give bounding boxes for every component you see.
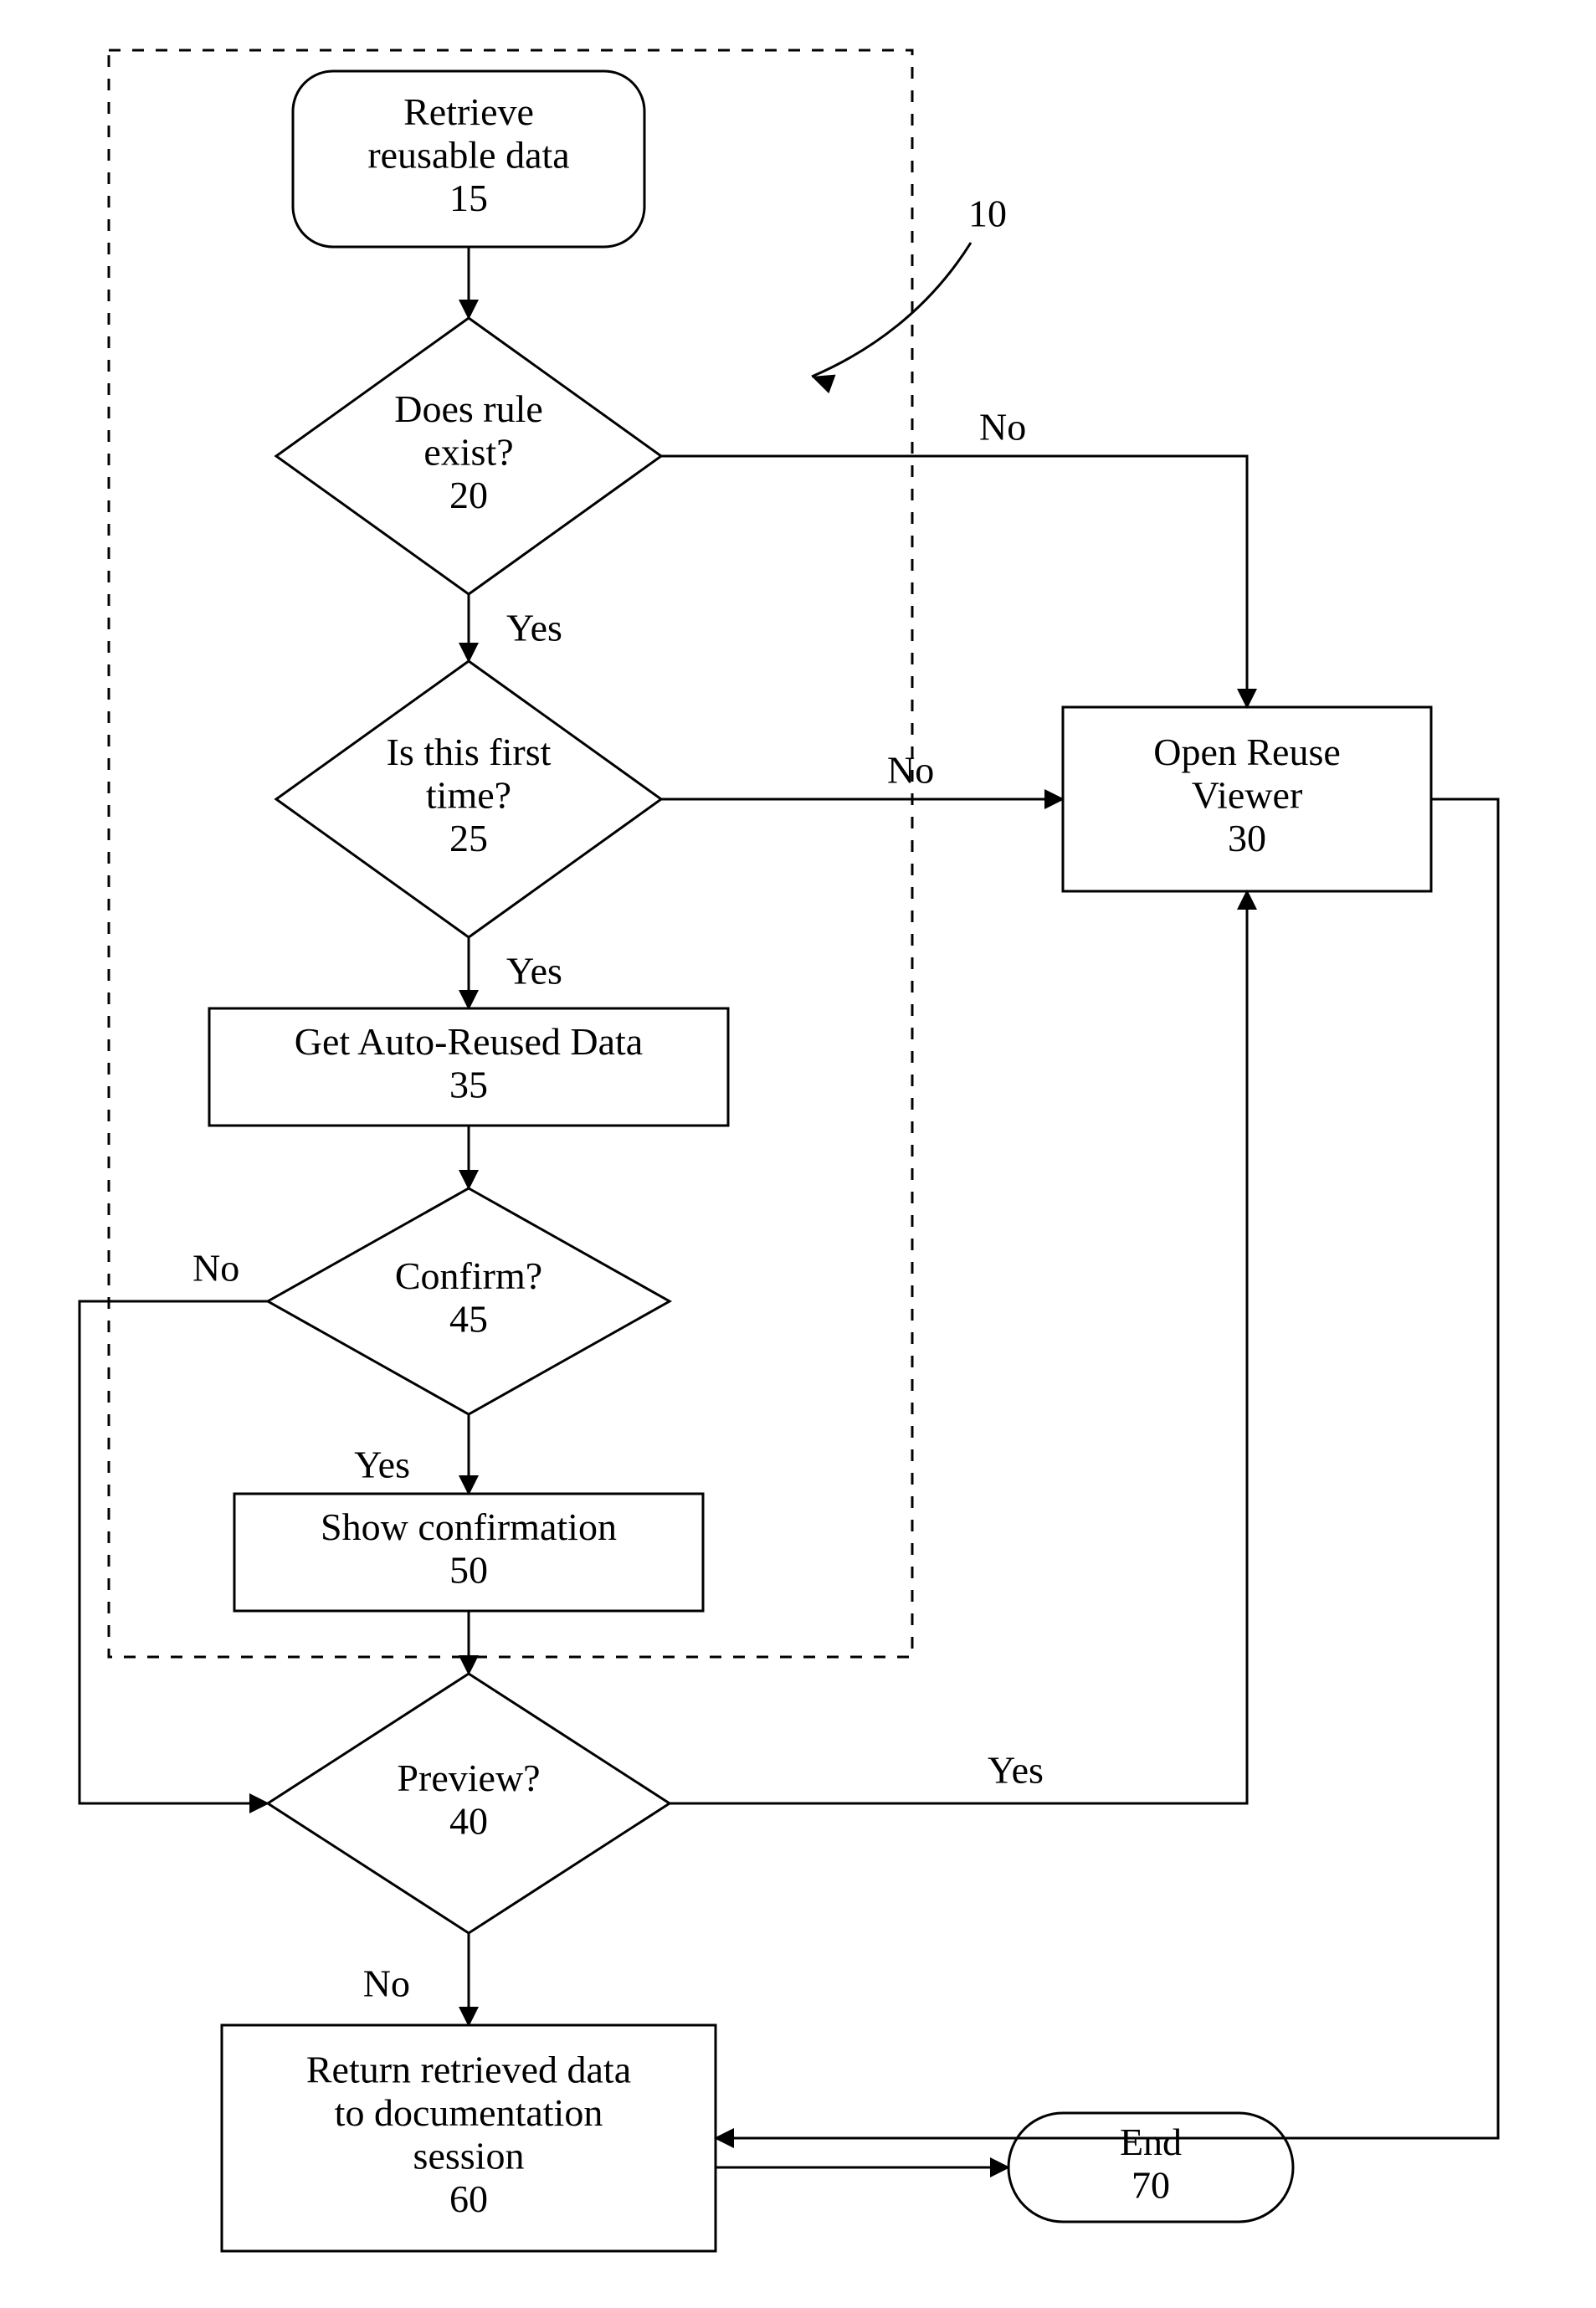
node-text-line: Return retrieved data [306, 2048, 631, 2090]
node-text-line: Show confirmation [321, 1505, 617, 1548]
edge-label: Yes [506, 607, 562, 649]
node-text-line: 40 [449, 1799, 488, 1842]
edge-label: No [979, 406, 1026, 449]
node-text-line: 20 [449, 474, 488, 516]
edge-label: Yes [354, 1444, 410, 1486]
node-text-line: 50 [449, 1548, 488, 1591]
flow-edge [670, 891, 1247, 1803]
node-text-line: Retrieve [403, 90, 534, 133]
edge-label: Yes [988, 1749, 1044, 1792]
edge-label: Yes [506, 950, 562, 992]
callout-arc [812, 243, 971, 377]
callout-label: 10 [968, 192, 1007, 235]
node-text-line: time? [426, 774, 511, 817]
node-text-line: reusable data [367, 134, 569, 177]
node-text-line: Does rule [394, 387, 543, 430]
flow-edge [716, 799, 1498, 2138]
flow-edge [661, 456, 1247, 707]
node-text-line: End [1120, 2121, 1182, 2163]
node-text-line: 30 [1228, 817, 1266, 859]
node-text-line: session [413, 2134, 525, 2177]
edge-label: No [363, 1962, 410, 2005]
node-text-line: 45 [449, 1297, 488, 1340]
edge-label: No [192, 1247, 239, 1290]
node-text-line: Confirm? [395, 1254, 542, 1297]
node-text-line: Viewer [1192, 774, 1303, 817]
node-text-line: Preview? [397, 1757, 540, 1799]
edge-label: No [887, 749, 934, 792]
node-text-line: 35 [449, 1063, 488, 1105]
node-text-line: to documentation [335, 2091, 603, 2134]
node-text-line: Open Reuse [1153, 731, 1341, 773]
node-text-line: exist? [423, 431, 513, 474]
callout-arrowhead [812, 375, 836, 394]
node-text-line: 60 [449, 2177, 488, 2220]
node-text-line: 70 [1132, 2163, 1170, 2206]
node-text-line: 25 [449, 817, 488, 859]
node-text-line: Get Auto-Reused Data [295, 1020, 643, 1063]
node-text-line: Is this first [387, 731, 552, 773]
node-text-line: 15 [449, 177, 488, 219]
